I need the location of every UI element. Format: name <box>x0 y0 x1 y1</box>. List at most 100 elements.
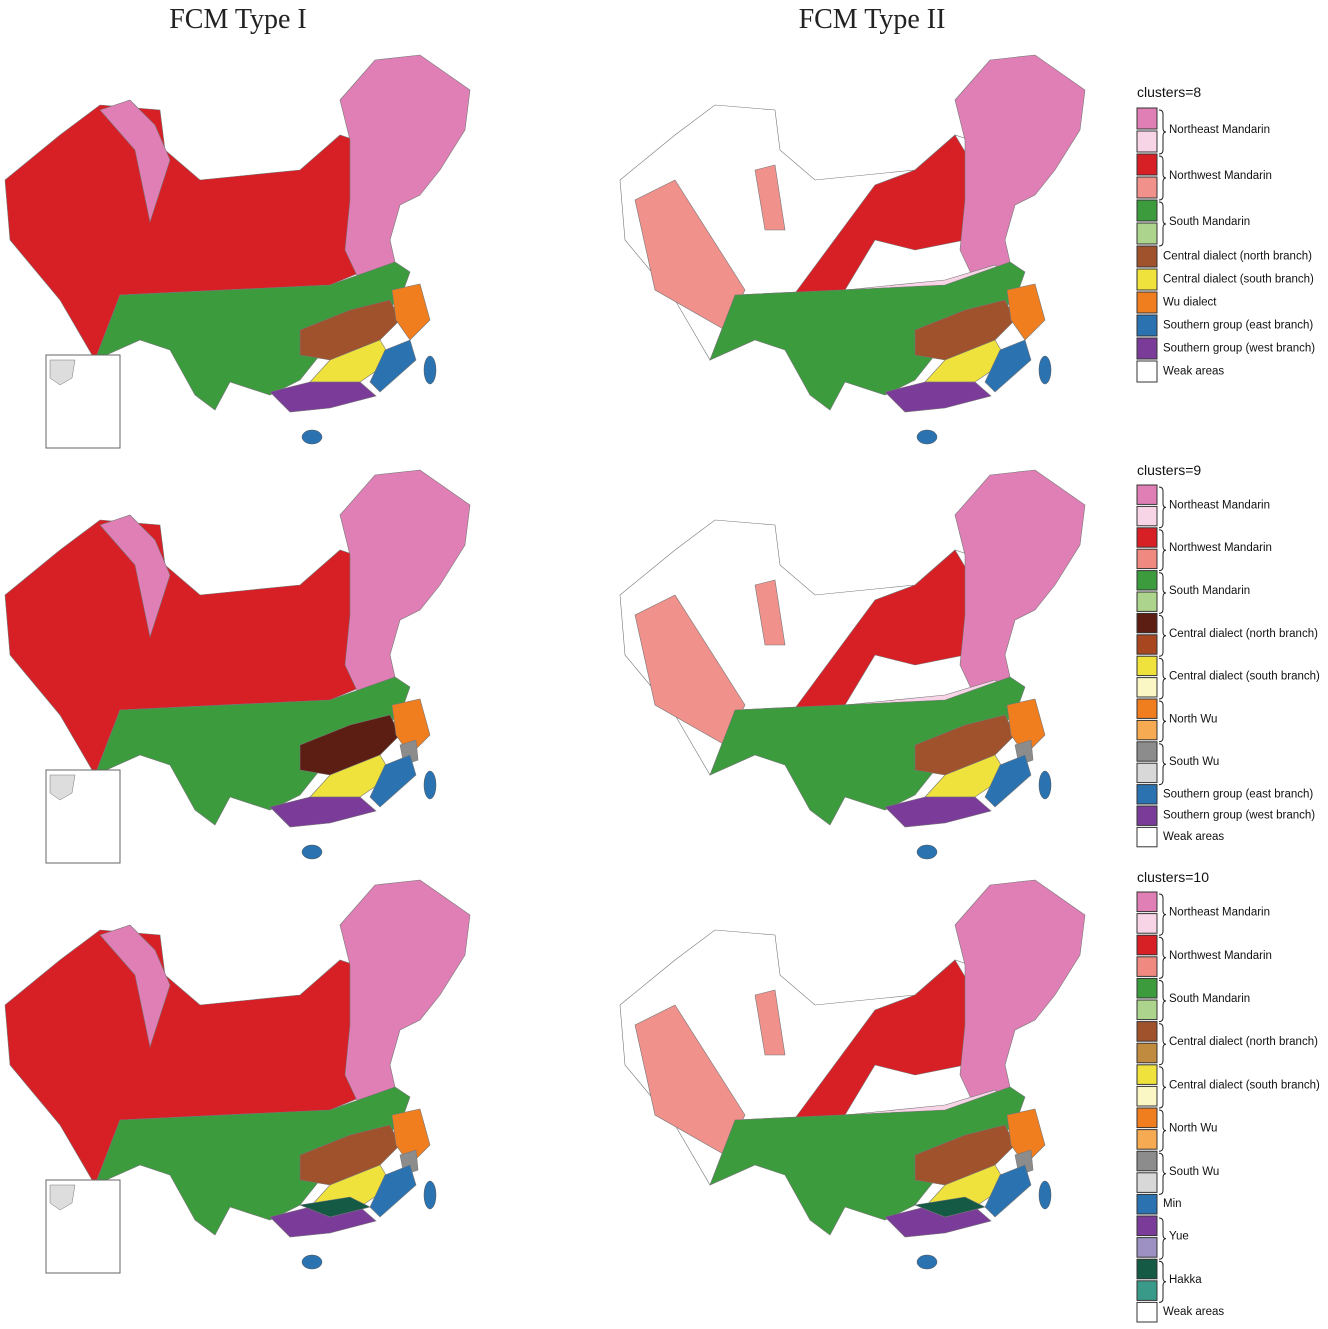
region <box>754 579 786 646</box>
region <box>299 299 401 361</box>
island <box>423 355 437 385</box>
legend-swatch <box>1136 245 1158 268</box>
legend-label: Hakka <box>1169 1274 1202 1286</box>
legend-brace <box>1158 657 1167 700</box>
legend-brace <box>1158 893 1167 936</box>
dialect-map <box>4 54 471 449</box>
legend-brace <box>1158 1023 1167 1066</box>
legend-label: Weak areas <box>1163 1306 1224 1318</box>
legend-swatch <box>1136 677 1158 698</box>
legend-label: Weak areas <box>1163 366 1224 378</box>
region <box>754 164 786 231</box>
legend-label: Northeast Mandarin <box>1169 907 1270 919</box>
legend-brace <box>1158 1260 1167 1303</box>
legend-label: Northeast Mandarin <box>1169 124 1270 136</box>
legend-brace <box>1158 743 1167 786</box>
island <box>423 1180 437 1210</box>
region <box>269 381 377 413</box>
legend-label: Min <box>1163 1198 1182 1210</box>
legend-title: clusters=8 <box>1137 84 1201 100</box>
legend-label: Southern group (east branch) <box>1163 320 1313 332</box>
legend-swatch <box>1136 655 1158 677</box>
legend-swatch <box>1136 570 1158 591</box>
legend-swatch <box>1136 1085 1158 1107</box>
legend-brace <box>1158 614 1167 657</box>
region <box>299 1124 401 1186</box>
legend-swatch <box>1136 591 1158 612</box>
legend-swatch <box>1136 741 1158 762</box>
legend-swatch <box>1136 484 1158 505</box>
region <box>299 714 401 776</box>
legend-label: Northeast Mandarin <box>1169 499 1270 511</box>
legend-brace <box>1158 1109 1167 1152</box>
dialect-map <box>619 54 1086 445</box>
region <box>954 879 1086 1108</box>
legend-swatch <box>1136 1258 1158 1280</box>
legend-swatch <box>1136 527 1158 548</box>
legend-label: North Wu <box>1169 1123 1217 1135</box>
legend-brace <box>1158 529 1167 572</box>
legend-swatch <box>1136 291 1158 314</box>
dialect-map <box>4 469 471 864</box>
island <box>423 770 437 800</box>
legend-swatch <box>1136 1021 1158 1042</box>
legend-swatch <box>1136 805 1158 826</box>
legend-title: clusters=10 <box>1137 869 1209 885</box>
legend-swatch <box>1136 1215 1158 1237</box>
legend-swatch <box>1136 548 1158 570</box>
legend-label: Northwest Mandarin <box>1169 170 1272 182</box>
legend-swatch <box>1136 199 1158 222</box>
legend-swatch <box>1136 337 1158 360</box>
dialect-map <box>4 879 471 1274</box>
region <box>709 261 1026 411</box>
legend-label: Central dialect (south branch) <box>1169 1079 1320 1091</box>
legend-brace <box>1158 979 1167 1023</box>
region <box>914 1124 1016 1186</box>
region <box>339 879 471 1108</box>
legend-label: Central dialect (north branch) <box>1163 251 1312 263</box>
legend-swatch <box>1136 956 1158 977</box>
region <box>913 1196 986 1218</box>
legend-brace <box>1158 1217 1167 1260</box>
legend-swatch <box>1136 360 1158 383</box>
legend-label: Wu dialect <box>1163 297 1217 309</box>
region <box>298 1196 371 1218</box>
legend-swatch <box>1136 314 1158 337</box>
legend-swatch <box>1136 1237 1158 1258</box>
legend-brace <box>1158 201 1167 247</box>
island <box>301 429 323 445</box>
region <box>884 381 992 413</box>
legend-swatch <box>1136 1280 1158 1301</box>
dialect-map <box>619 879 1086 1270</box>
legend-title: clusters=9 <box>1137 462 1201 478</box>
legend-swatch <box>1136 1129 1158 1150</box>
legend-label: South Mandarin <box>1169 585 1250 597</box>
legend-swatch <box>1136 826 1158 848</box>
legend-label: Central dialect (north branch) <box>1169 1036 1318 1048</box>
legend-swatch <box>1136 977 1158 999</box>
legend-label: North Wu <box>1169 713 1217 725</box>
region <box>99 99 171 224</box>
legend-label: Northwest Mandarin <box>1169 542 1272 554</box>
region <box>269 796 377 828</box>
legend-swatch <box>1136 107 1158 130</box>
legend-brace <box>1158 486 1167 529</box>
region <box>954 54 1086 283</box>
region <box>1006 283 1046 341</box>
legend-brace <box>1158 1066 1167 1109</box>
legend-label: South Wu <box>1169 756 1219 768</box>
legend-brace <box>1158 700 1167 743</box>
region <box>369 754 417 808</box>
legend-swatch <box>1136 176 1158 199</box>
column-title: FCM Type I <box>169 4 307 35</box>
legend-label: Southern group (east branch) <box>1163 788 1313 800</box>
region <box>709 1086 1026 1236</box>
island <box>1038 1180 1052 1210</box>
legend-label: Central dialect (north branch) <box>1169 628 1318 640</box>
region <box>984 1164 1032 1218</box>
island <box>916 844 938 860</box>
legend-swatch <box>1136 268 1158 291</box>
legend-swatch <box>1136 719 1158 741</box>
legend-swatch <box>1136 913 1158 934</box>
region <box>984 754 1032 808</box>
